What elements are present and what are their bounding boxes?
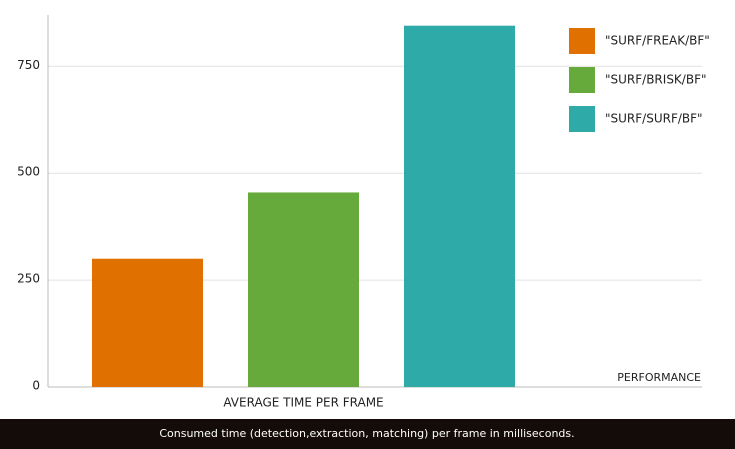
caption-bar [0, 419, 735, 449]
legend-swatch [569, 67, 595, 93]
bar [248, 192, 359, 387]
legend-label: "SURF/BRISK/BF" [605, 73, 707, 87]
legend-swatch [569, 28, 595, 54]
bar [92, 258, 203, 387]
caption: Consumed time (detection,extraction, mat… [159, 427, 574, 440]
x-axis-title: PERFORMANCE [617, 371, 701, 384]
y-tick-label: 500 [17, 165, 40, 179]
legend-swatch [569, 106, 595, 132]
x-tick-label: AVERAGE TIME PER FRAME [223, 396, 383, 410]
y-tick-label: 750 [17, 58, 40, 72]
legend-label: "SURF/SURF/BF" [605, 112, 703, 126]
y-tick-label: 0 [32, 379, 40, 393]
legend-label: "SURF/FREAK/BF" [605, 34, 710, 48]
bar [404, 25, 515, 387]
y-tick-label: 250 [17, 272, 40, 286]
